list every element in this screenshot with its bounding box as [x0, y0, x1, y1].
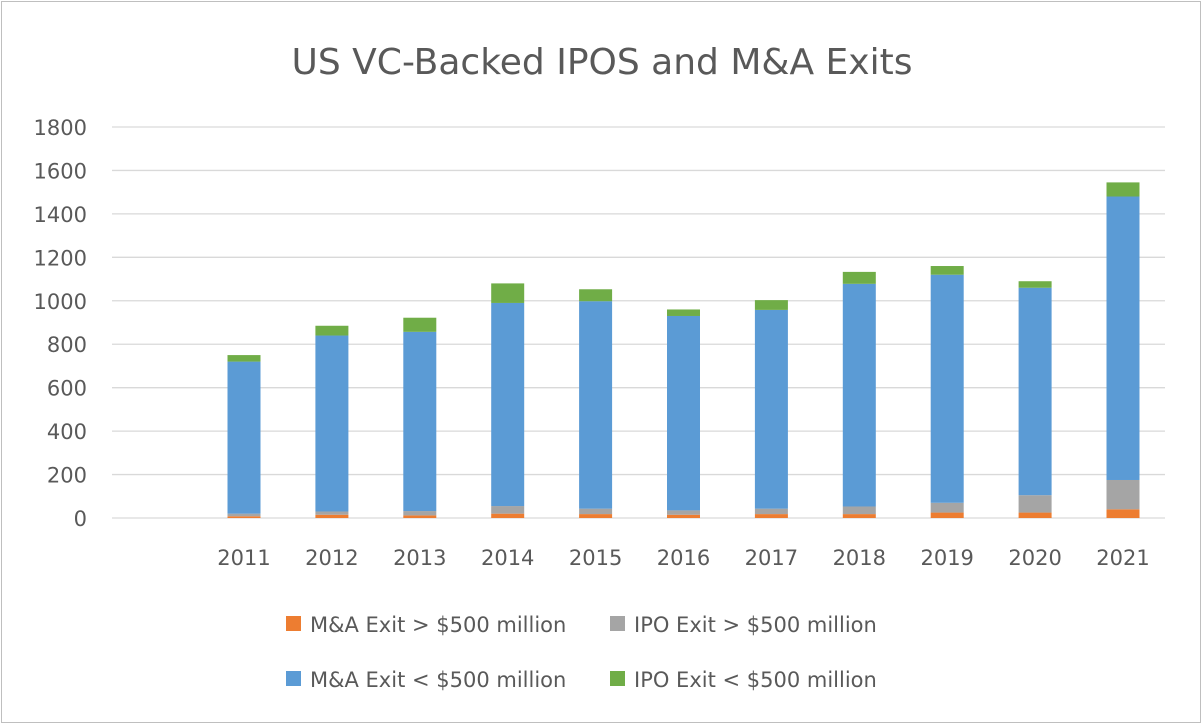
- y-tick-label: 600: [47, 377, 87, 401]
- x-axis-tick-labels: 2011 2012 2013 2014 2015 2016 2017 2018 2019 2020…: [217, 546, 1149, 570]
- x-tick-label: 2021: [1096, 546, 1149, 570]
- bar-segment: [930, 502, 964, 513]
- bar-segment: [315, 335, 349, 512]
- legend-swatch: [610, 671, 625, 686]
- x-tick-label: 2018: [833, 546, 886, 570]
- bar-segment: [579, 514, 613, 518]
- x-tick-label: 2019: [920, 546, 973, 570]
- y-tick-label: 200: [47, 464, 87, 488]
- bar-segment: [667, 510, 700, 515]
- bar-segment: [1106, 479, 1140, 510]
- bar-segment: [1106, 196, 1140, 480]
- bar-segment: [227, 516, 261, 518]
- y-tick-label: 1200: [34, 246, 87, 270]
- gridlines: [112, 126, 1165, 519]
- bar-segment: [403, 317, 437, 332]
- bar-segment: [1018, 495, 1052, 513]
- legend-swatch: [286, 671, 301, 686]
- legend-swatch: [610, 616, 625, 631]
- bar-segment: [754, 514, 788, 518]
- bar-segment: [315, 325, 349, 336]
- x-tick-label: 2016: [657, 546, 710, 570]
- x-tick-label: 2015: [569, 546, 622, 570]
- bar-segment: [315, 514, 349, 518]
- chart-title: US VC-Backed IPOS and M&A Exits: [292, 42, 913, 83]
- bar-segment: [842, 271, 876, 284]
- bar-segment: [930, 512, 964, 518]
- bar-segment: [1018, 287, 1052, 496]
- bar-segment: [930, 266, 964, 275]
- bars: [227, 182, 1140, 518]
- legend-swatch: [286, 616, 301, 631]
- y-tick-label: 1400: [34, 203, 87, 227]
- y-tick-label: 1000: [34, 290, 87, 314]
- x-tick-label: 2012: [305, 546, 358, 570]
- bar-segment: [227, 361, 261, 514]
- legend-label: IPO Exit > $500 million: [634, 613, 877, 637]
- bar-segment: [403, 511, 437, 516]
- x-tick-label: 2017: [745, 546, 798, 570]
- bar-segment: [754, 508, 788, 515]
- y-tick-label: 0: [74, 507, 87, 531]
- legend-item: IPO Exit < $500 million: [610, 668, 877, 692]
- legend-label: M&A Exit < $500 million: [310, 668, 566, 692]
- bar-segment: [1106, 182, 1140, 197]
- bar-segment: [315, 511, 349, 515]
- bar-segment: [667, 315, 700, 511]
- bar-segment: [667, 309, 700, 316]
- bar-segment: [1106, 509, 1140, 518]
- x-tick-label: 2011: [217, 546, 270, 570]
- x-tick-label: 2013: [393, 546, 446, 570]
- bar-segment: [491, 302, 525, 507]
- x-tick-label: 2014: [481, 546, 534, 570]
- legend: M&A Exit > $500 million IPO Exit > $500 m…: [286, 613, 877, 692]
- x-tick-label: 2020: [1008, 546, 1061, 570]
- legend-label: M&A Exit > $500 million: [310, 613, 566, 637]
- legend-label: IPO Exit < $500 million: [634, 668, 877, 692]
- y-tick-label: 400: [47, 420, 87, 444]
- bar-segment: [754, 309, 788, 509]
- bar-segment: [227, 513, 261, 517]
- bar-segment: [842, 283, 876, 507]
- bar-segment: [403, 515, 437, 518]
- bar-segment: [227, 355, 261, 362]
- y-tick-label: 800: [47, 333, 87, 357]
- bar-segment: [579, 508, 613, 515]
- bar-segment: [491, 513, 525, 518]
- legend-item: M&A Exit > $500 million: [286, 613, 566, 637]
- bar-segment: [579, 301, 613, 509]
- y-tick-label: 1800: [34, 116, 87, 140]
- bar-segment: [1018, 512, 1052, 518]
- y-axis-tick-labels: 0 200 400 600 800 1000 1200 1400 1600 1800: [34, 116, 87, 531]
- bar-segment: [754, 300, 788, 310]
- bar-segment: [842, 506, 876, 515]
- bar-segment: [579, 289, 613, 302]
- bar-segment: [930, 274, 964, 503]
- y-tick-label: 1600: [34, 159, 87, 183]
- bar-segment: [491, 506, 525, 514]
- bar-segment: [403, 331, 437, 512]
- bar-segment: [1018, 281, 1052, 288]
- bar-segment: [842, 514, 876, 518]
- legend-item: M&A Exit < $500 million: [286, 668, 566, 692]
- bar-segment: [667, 514, 700, 518]
- legend-item: IPO Exit > $500 million: [610, 613, 877, 637]
- bar-segment: [491, 283, 525, 303]
